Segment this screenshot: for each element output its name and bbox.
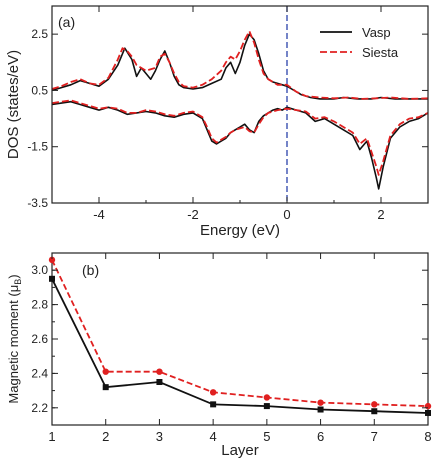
y-axis-label-close: )	[6, 274, 21, 278]
vasp-point	[263, 403, 270, 410]
y-tick-label: 0.5	[31, 83, 48, 97]
y-tick-label: 2.8	[31, 298, 48, 312]
legend-label-siesta: Siesta	[362, 45, 399, 60]
panel-label: (b)	[82, 262, 99, 278]
siesta-point	[156, 368, 163, 375]
x-tick-label: 7	[371, 429, 378, 444]
siesta-point	[48, 256, 56, 264]
x-tick-label: 2	[377, 207, 384, 222]
x-tick-label: 3	[156, 429, 163, 444]
vasp-point	[210, 401, 217, 408]
vasp-point	[371, 408, 378, 415]
y-tick-label: 2.6	[31, 332, 48, 346]
x-tick-label: -4	[93, 207, 105, 222]
vasp-point	[156, 379, 163, 385]
vasp-spin-up-line	[52, 33, 428, 100]
x-tick-label: 6	[317, 429, 324, 444]
vasp-point	[49, 275, 55, 282]
siesta-point	[317, 399, 324, 406]
siesta-spin-up-line	[52, 30, 428, 100]
vasp-spin-down-line	[52, 100, 428, 190]
x-tick-label: 2	[102, 429, 109, 444]
vasp-point	[425, 409, 431, 416]
dos-curves	[52, 30, 428, 190]
x-tick-label: -2	[187, 207, 199, 222]
y-axis-label: Magnetic moment (μB)	[6, 274, 23, 403]
y-axis-label: DOS (states/eV)	[5, 50, 22, 159]
panel-label: (a)	[58, 14, 75, 30]
y-tick-label: 2.5	[31, 27, 48, 41]
y-tick-label: -3.5	[27, 196, 48, 210]
siesta-point	[209, 389, 217, 396]
dos-panel: -4 -2 0 2 -3.5 -1.5 0.5 2.5 (a) Energy (eV) DOS (s…	[5, 5, 429, 239]
y-tick-label: 2.2	[31, 401, 48, 415]
vasp-point	[317, 406, 324, 413]
siesta-point	[263, 394, 271, 401]
x-tick-label: 0	[283, 207, 290, 222]
siesta-moment-line	[51, 259, 429, 407]
y-axis-label-subscript: B	[13, 279, 23, 285]
x-tick-label: 8	[424, 429, 431, 444]
siesta-point	[424, 402, 432, 410]
legend-label-vasp: Vasp	[362, 25, 391, 40]
plot-frame	[51, 252, 429, 426]
vasp-moment-line	[51, 278, 429, 414]
vasp-point	[102, 384, 109, 391]
y-tick-label: -1.5	[27, 140, 48, 154]
x-tick-label: 1	[48, 429, 55, 444]
x-tick-label: 5	[263, 429, 270, 444]
siesta-point	[102, 368, 109, 375]
y-tick-label: 3.0	[31, 263, 48, 277]
y-axis-label-main: Magnetic moment (μ	[6, 285, 21, 404]
x-tick-label: 4	[210, 429, 217, 444]
siesta-spin-down-line	[52, 99, 428, 176]
x-axis-label: Energy (eV)	[200, 222, 280, 239]
y-tick-label: 2.4	[31, 366, 48, 380]
magnetic-moment-panel: 1 2 3 4 5 6 7 8 2.2 2.4 2.6 2.8 3.0 (b) Layer Magnetic …	[6, 252, 432, 459]
siesta-point	[371, 401, 378, 408]
x-axis-label: Layer	[221, 442, 259, 459]
legend: Vasp Siesta	[320, 25, 399, 60]
